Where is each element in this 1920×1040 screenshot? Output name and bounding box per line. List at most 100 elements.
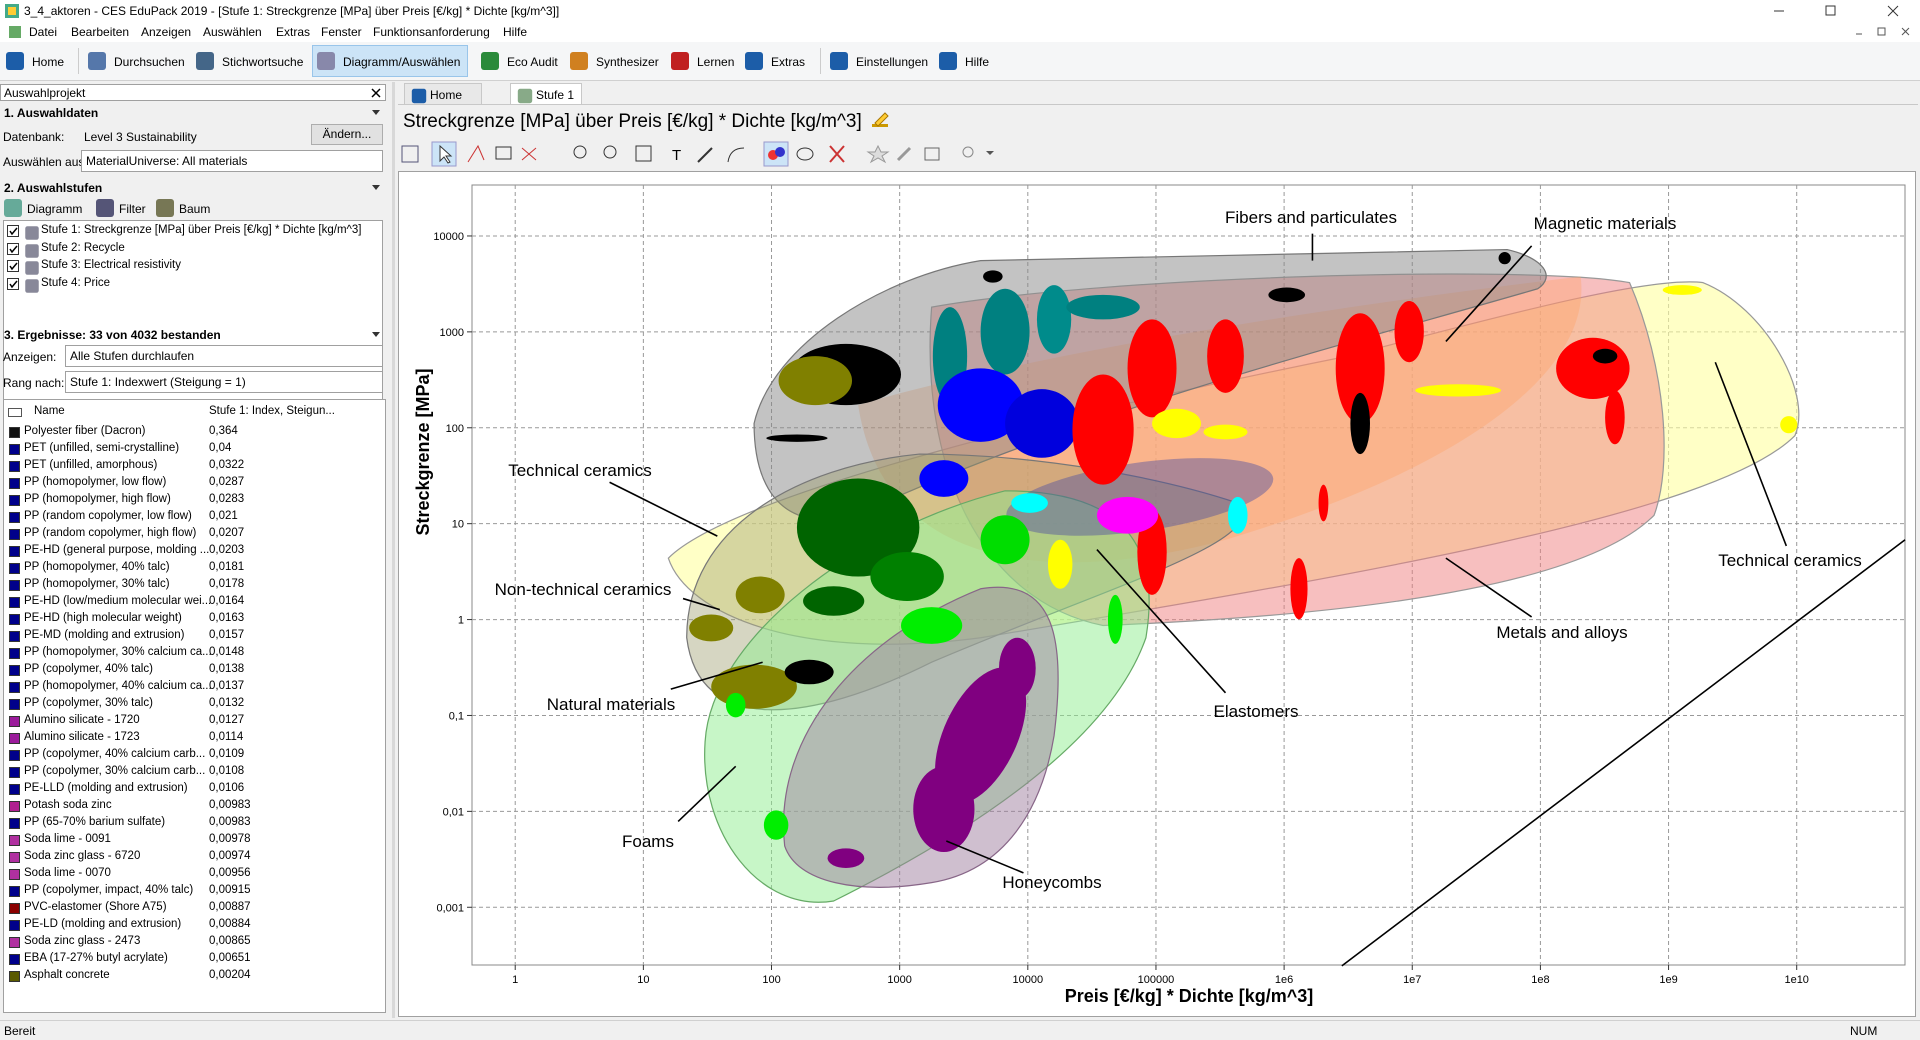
row-name[interactable]: PE-MD (molding and extrusion) <box>24 629 185 641</box>
tab[interactable]: Home <box>404 83 482 104</box>
field-value: Level 3 Sustainability <box>84 130 197 144</box>
row-name[interactable]: PP (homopolymer, 30% talc) <box>24 578 170 590</box>
row-name[interactable]: Alumino silicate - 1720 <box>24 714 140 726</box>
stage-button[interactable]: Filter <box>119 202 146 216</box>
checkbox[interactable] <box>7 277 19 290</box>
icon <box>156 199 174 217</box>
menu-item[interactable]: Funktionsanforderung <box>373 25 490 39</box>
row-name[interactable]: PP (homopolymer, low flow) <box>24 476 167 488</box>
x-tick-label: 1e6 <box>1275 974 1293 986</box>
row-value: 0,0132 <box>209 697 245 709</box>
toolbar-button[interactable]: Home <box>32 55 65 69</box>
dropdown[interactable]: MaterialUniverse: All materials <box>81 150 383 172</box>
menu-item[interactable]: Bearbeiten <box>71 25 130 39</box>
stage-item[interactable]: Stufe 1: Streckgrenze [MPa] über Preis [… <box>41 224 362 236</box>
toolbar-button[interactable]: Einstellungen <box>856 55 929 69</box>
row-name[interactable]: PE-LD (molding and extrusion) <box>24 918 182 930</box>
row-name[interactable]: PVC-elastomer (Shore A75) <box>24 901 167 913</box>
row-name[interactable]: PE-HD (high molecular weight) <box>24 612 182 624</box>
collapse-arrow[interactable] <box>372 110 382 116</box>
column-header[interactable]: Stufe 1: Index, Steigun... <box>209 405 335 417</box>
checkbox[interactable] <box>7 242 19 255</box>
icon <box>25 261 39 275</box>
checkbox[interactable] <box>7 260 19 272</box>
stage-button[interactable]: Diagramm <box>27 202 83 216</box>
menu-item[interactable]: Datei <box>29 25 58 39</box>
row-name[interactable]: Asphalt concrete <box>24 969 110 981</box>
row-name[interactable]: PP (homopolymer, 40% calcium ca... <box>24 680 212 692</box>
row-name[interactable]: PP (random copolymer, low flow) <box>24 510 192 522</box>
row-name[interactable]: PP (65-70% barium sulfate) <box>24 816 166 828</box>
menu-item[interactable]: Fenster <box>321 25 362 39</box>
row-name[interactable]: Soda lime - 0091 <box>24 833 111 845</box>
toolbar-button[interactable]: Durchsuchen <box>114 55 185 69</box>
window-controls[interactable] <box>1760 0 1920 22</box>
toolbar-button[interactable]: Stichwortsuche <box>222 55 304 69</box>
row-swatch <box>9 563 20 574</box>
row-value: 0,0114 <box>209 731 244 743</box>
collapse-arrow[interactable] <box>372 185 382 191</box>
section-header[interactable]: 2. Auswahlstufen <box>4 181 103 195</box>
toolbar-button[interactable]: Lernen <box>697 55 735 69</box>
mdi-controls[interactable] <box>1850 24 1916 40</box>
section-header[interactable]: 1. Auswahldaten <box>4 106 99 120</box>
dropdown[interactable]: Stufe 1: Indexwert (Steigung = 1) <box>65 371 383 393</box>
row-name[interactable]: PE-HD (low/medium molecular wei... <box>24 595 212 607</box>
row-name[interactable]: Soda zinc glass - 6720 <box>24 850 141 862</box>
toolbar-button[interactable]: Hilfe <box>965 55 990 69</box>
row-name[interactable]: PP (copolymer, 40% talc) <box>24 663 153 675</box>
y-tick-label: 100 <box>446 423 464 435</box>
row-name[interactable]: Soda lime - 0070 <box>24 867 111 879</box>
menu-item[interactable]: Extras <box>276 25 311 39</box>
row-name[interactable]: PP (copolymer, 30% talc) <box>24 697 153 709</box>
row-name[interactable]: PP (random copolymer, high flow) <box>24 527 197 539</box>
menu-item[interactable]: Auswählen <box>203 25 262 39</box>
row-name[interactable]: Soda zinc glass - 2473 <box>24 935 141 947</box>
row-name[interactable]: PP (copolymer, 40% calcium carb... <box>24 748 206 760</box>
row-name[interactable]: Polyester fiber (Dacron) <box>24 425 146 437</box>
separator <box>820 48 821 74</box>
row-swatch <box>9 784 20 795</box>
row-name[interactable]: PP (copolymer, impact, 40% talc) <box>24 884 194 896</box>
row-name[interactable]: PE-LLD (molding and extrusion) <box>24 782 188 794</box>
row-name[interactable]: PET (unfilled, amorphous) <box>24 459 158 471</box>
chart-heading: Streckgrenze [MPa] über Preis [€/kg] * D… <box>403 111 862 132</box>
stage-item[interactable]: Stufe 4: Price <box>41 276 111 289</box>
row-name[interactable]: PP (homopolymer, high flow) <box>24 493 171 505</box>
row-swatch <box>9 495 20 506</box>
checkbox[interactable] <box>7 225 19 237</box>
row-name[interactable]: PP (copolymer, 30% calcium carb... <box>24 765 206 777</box>
row-name[interactable]: PP (homopolymer, 30% calcium ca... <box>24 646 212 658</box>
stage-item[interactable]: Stufe 3: Electrical resistivity <box>41 259 181 271</box>
column-header[interactable]: Name <box>34 405 65 417</box>
close-icon[interactable] <box>371 88 381 98</box>
tab[interactable]: Stufe 1 <box>510 83 582 104</box>
collapse-arrow[interactable] <box>372 332 382 338</box>
row-name[interactable]: PET (unfilled, semi-crystalline) <box>24 442 180 454</box>
stage-button[interactable]: Baum <box>179 202 211 216</box>
change-button[interactable]: Ändern... <box>311 124 383 145</box>
toolbar-button[interactable]: Diagramm/Auswählen <box>343 55 461 69</box>
toolbar-button[interactable]: Eco Audit <box>507 55 558 69</box>
x-tick-label: 1e7 <box>1403 974 1421 986</box>
stage-item[interactable]: Stufe 2: Recycle <box>41 241 125 254</box>
chart-tool-icons[interactable]: T <box>398 140 1018 168</box>
row-name[interactable]: PE-HD (general purpose, molding ... <box>24 544 210 556</box>
x-tick-label: 100000 <box>1138 974 1175 986</box>
row-name[interactable]: Alumino silicate - 1723 <box>24 731 140 743</box>
edit-icon[interactable] <box>870 110 890 130</box>
toolbar-button[interactable]: Synthesizer <box>596 55 659 69</box>
menu-item[interactable]: Anzeigen <box>141 25 192 39</box>
toolbar-button[interactable]: Extras <box>771 55 806 69</box>
menu-item[interactable]: Hilfe <box>503 25 528 39</box>
row-value: 0,0109 <box>209 748 245 760</box>
left-panel: Auswahlprojekt 1. Auswahldaten Datenbank… <box>0 82 390 1018</box>
dropdown[interactable]: Alle Stufen durchlaufen <box>65 345 383 367</box>
row-name[interactable]: PP (homopolymer, 40% talc) <box>24 561 170 573</box>
icon <box>411 88 427 104</box>
row-name[interactable]: Potash soda zinc <box>24 799 112 811</box>
splitter[interactable] <box>392 82 395 1018</box>
row-name[interactable]: EBA (17-27% butyl acrylate) <box>24 952 168 964</box>
field-label: Datenbank: <box>3 130 65 144</box>
section-header[interactable]: 3. Ergebnisse: 33 von 4032 bestanden <box>4 328 221 342</box>
